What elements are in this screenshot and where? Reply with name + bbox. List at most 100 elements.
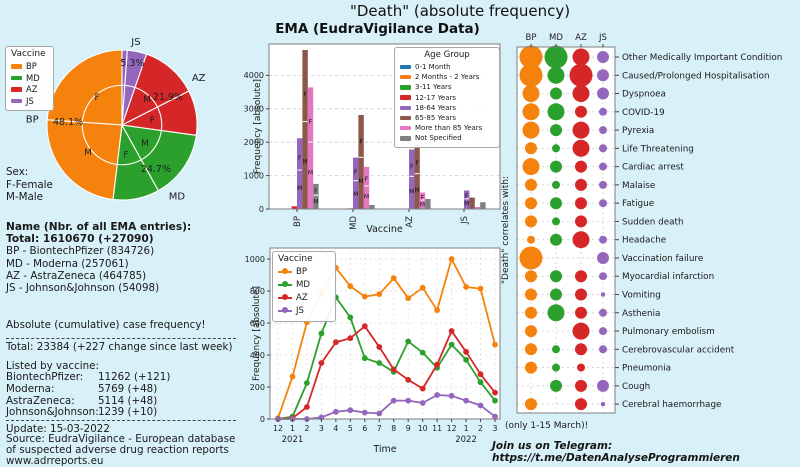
bar-male-label: M: [415, 187, 420, 194]
correlation-dot-az: [575, 379, 587, 392]
correlation-dot-az: [575, 270, 587, 283]
correlation-dot-bp: [522, 103, 540, 121]
y-tick-label: 0: [260, 415, 265, 424]
data-point-bp: [434, 307, 440, 314]
column-header: MD: [549, 33, 563, 43]
correlation-dot-bp: [527, 235, 535, 244]
bar-bp-7: [313, 183, 319, 209]
data-point-js: [390, 397, 397, 404]
weekly-vaccine-label: Johnson&Johnson:: [6, 406, 99, 419]
data-point-md: [419, 349, 426, 356]
line-series-js: [278, 394, 496, 420]
listed-by-label: Listed by vaccine:: [6, 360, 99, 372]
vaccine-sex-pie-chart: BP 48.1% MD 24.7% AZ 21.9% JS 5.3% F M F M M F: [26, 37, 206, 202]
color-swatch-icon: [11, 87, 22, 92]
bar-male-label: M: [420, 201, 425, 208]
data-point-js: [434, 392, 440, 398]
telegram-callout: Join us on Telegram: https://t.me/DatenA…: [492, 440, 792, 464]
row-label: Headache: [622, 236, 666, 246]
legend-label: JS: [26, 95, 34, 106]
correlation-dot-az: [575, 160, 587, 173]
pie-label-bp: BP: [26, 115, 39, 126]
row-label: Caused/Prolonged Hospitalisation: [622, 71, 770, 81]
bar-js-4: [464, 190, 470, 209]
data-point-bp: [361, 293, 368, 300]
weekly-vaccine-row: Johnson&Johnson: 1239 (+10): [6, 407, 246, 419]
weekly-vaccine-value: 5114 (+48): [98, 394, 158, 407]
correlation-dot-bp: [525, 361, 537, 374]
vaccine-entry-line: MD - Moderna (257061): [6, 257, 129, 270]
bar-bp-5: [302, 50, 308, 209]
row-label: Cerebrovascular accident: [622, 345, 735, 355]
correlation-dot-az: [577, 363, 585, 372]
pie-label-js: JS: [130, 37, 140, 48]
correlation-dot-bp: [522, 158, 540, 176]
legend-item: MD: [278, 279, 330, 292]
data-point-md: [347, 314, 354, 321]
bar-male-label: M: [313, 199, 318, 206]
bar-md-6: [363, 166, 370, 209]
bar-male-label: M: [359, 178, 364, 185]
data-point-az: [390, 366, 397, 373]
dot-marker-icon: [282, 268, 288, 275]
legend-label: 12-17 Years: [415, 93, 457, 102]
correlation-dot-md: [547, 103, 565, 121]
color-swatch-icon: [400, 74, 411, 80]
bar-bp-6: [307, 87, 314, 209]
line-ylabel: Frequency [absolute]: [252, 286, 262, 381]
data-point-az: [333, 339, 339, 346]
correlation-dot-bp: [522, 121, 540, 139]
weekly-vaccine-label: BiontechPfizer:: [6, 371, 84, 383]
correlation-dot-js: [600, 401, 606, 407]
sex-legend-note: Sex: F-Female M-Male: [6, 166, 53, 204]
y-tick-label: 400: [250, 351, 265, 360]
legend-item: 65-85 Years: [400, 113, 494, 123]
line-marker-icon: [278, 281, 292, 288]
data-point-bp: [477, 285, 484, 292]
bar-female-label: F: [365, 176, 369, 183]
bar-male-label: M: [308, 170, 313, 177]
correlation-dot-md: [550, 160, 562, 173]
x-tick-label: AZ: [405, 216, 415, 228]
correlation-dot-md: [552, 144, 560, 153]
correlation-dot-js: [599, 308, 607, 317]
correlation-dot-az: [575, 178, 587, 191]
pie-slice-md: [121, 124, 197, 192]
correlation-dot-md: [552, 345, 560, 354]
bar-male-label: M: [353, 191, 358, 198]
ema-entries-block: Name (Nbr. of all EMA entries): Total: 1…: [6, 221, 252, 294]
data-point-bp: [405, 295, 412, 302]
data-point-md: [361, 355, 368, 362]
correlation-dot-az: [575, 197, 587, 210]
x-tick-label: MD: [349, 216, 359, 230]
march-note: (only 1-15 March)!: [505, 421, 588, 431]
weekly-vaccine-table: BiontechPfizer: 11262 (+121) Moderna: 5769 …: [6, 371, 246, 419]
data-point-az: [492, 389, 498, 396]
correlation-dot-js: [597, 87, 609, 100]
row-label: Cerebral haemorrhage: [622, 400, 721, 410]
correlation-dot-bp: [525, 306, 537, 319]
correlation-dot-bp: [522, 85, 540, 102]
data-point-md: [318, 330, 325, 337]
pie-inner-ring: [81, 84, 163, 166]
legend-label: BP: [296, 267, 308, 277]
bar-male-label: M: [297, 185, 302, 192]
bar-bp-3: [291, 206, 297, 209]
pie-slice-js: [121, 49, 128, 126]
pie-pct-md: 24.7%: [141, 164, 171, 175]
data-point-bp: [463, 284, 469, 290]
color-swatch-icon: [400, 105, 411, 111]
bar-js-5: [469, 197, 475, 209]
source-attribution: Source: EudraVigilance - European databa…: [6, 434, 235, 467]
vaccine-entry-line: JS - Johnson&Johnson (54098): [6, 282, 160, 295]
correlation-dot-js: [597, 51, 609, 63]
line-marker-icon: [278, 307, 292, 314]
correlation-dot-md: [552, 180, 560, 189]
page-title: "Death" (absolute frequency): [349, 2, 571, 20]
color-swatch-icon: [400, 115, 411, 121]
row-label: Pulmonary embolism: [622, 327, 715, 337]
plot-border: [516, 46, 616, 414]
age-group-legend: Age Group 0-1 Month 2 Months - 2 Years 3-11…: [394, 47, 500, 148]
year-label: 2022: [455, 435, 477, 445]
